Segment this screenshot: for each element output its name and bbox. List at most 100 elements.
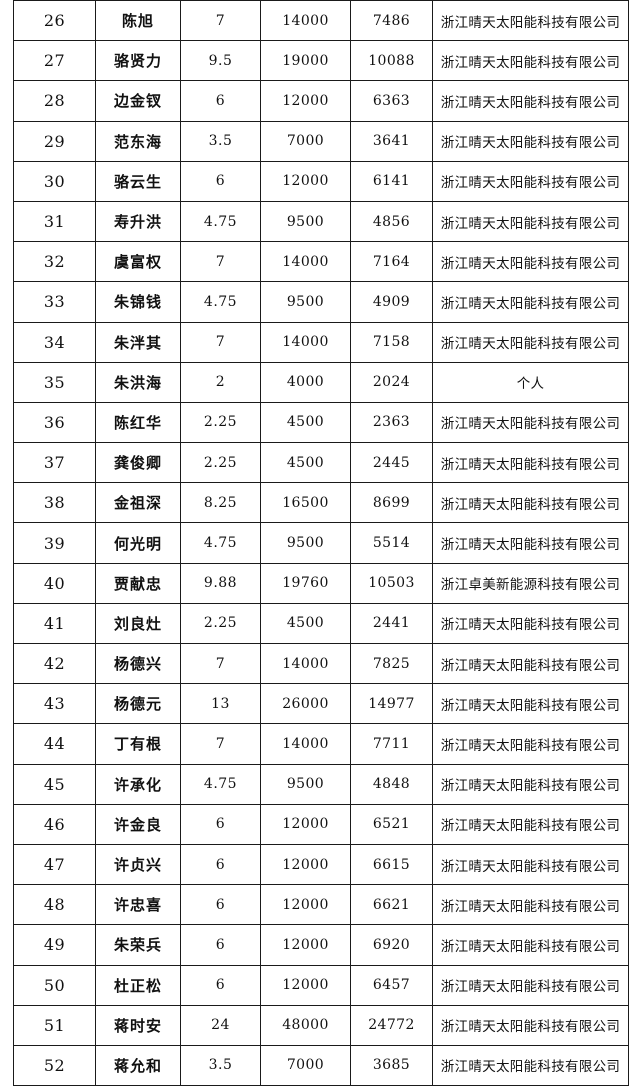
cell-amount-subsidy: 3641 (350, 120, 433, 162)
cell-amount-total: 19000 (260, 40, 351, 82)
cell-company-name: 浙江晴天太阳能科技有限公司 (432, 964, 629, 1006)
cell-amount-subsidy: 7158 (350, 321, 433, 363)
table-row: 29 范东海 3.5 7000 3641 浙江晴天太阳能科技有限公司 (13, 120, 629, 162)
cell-company-name: 浙江晴天太阳能科技有限公司 (432, 924, 629, 966)
cell-sequence-number: 35 (13, 361, 96, 403)
cell-quantity: 7 (180, 241, 261, 283)
cell-company-name: 浙江晴天太阳能科技有限公司 (432, 763, 629, 805)
cell-sequence-number: 31 (13, 200, 96, 243)
cell-quantity: 6 (180, 924, 261, 966)
cell-amount-total: 12000 (260, 924, 351, 966)
cell-person-name: 许贞兴 (95, 843, 181, 886)
cell-amount-subsidy: 7825 (350, 642, 433, 685)
cell-person-name: 许忠喜 (95, 884, 181, 926)
cell-amount-total: 14000 (260, 642, 351, 685)
cell-amount-subsidy: 6621 (350, 884, 433, 926)
cell-amount-subsidy: 8699 (350, 482, 433, 524)
cell-company-name: 浙江晴天太阳能科技有限公司 (432, 160, 629, 202)
cell-quantity: 3.5 (180, 120, 261, 162)
cell-amount-total: 4500 (260, 442, 351, 484)
cell-sequence-number: 38 (13, 482, 96, 524)
cell-amount-subsidy: 10503 (350, 562, 433, 604)
table-row: 37 龚俊卿 2.25 4500 2445 浙江晴天太阳能科技有限公司 (13, 442, 629, 484)
cell-sequence-number: 47 (13, 843, 96, 886)
cell-amount-subsidy: 2024 (350, 361, 433, 403)
cell-person-name: 蒋允和 (95, 1044, 181, 1086)
cell-sequence-number: 51 (13, 1004, 96, 1046)
table-row: 47 许贞兴 6 12000 6615 浙江晴天太阳能科技有限公司 (13, 843, 629, 886)
cell-sequence-number: 34 (13, 321, 96, 363)
cell-company-name: 浙江晴天太阳能科技有限公司 (432, 884, 629, 926)
table-row: 38 金祖深 8.25 16500 8699 浙江晴天太阳能科技有限公司 (13, 482, 629, 524)
table-row: 26 陈旭 7 14000 7486 浙江晴天太阳能科技有限公司 (13, 0, 629, 42)
table-row: 44 丁有根 7 14000 7711 浙江晴天太阳能科技有限公司 (13, 723, 629, 765)
cell-amount-total: 7000 (260, 1044, 351, 1086)
cell-quantity: 2.25 (180, 401, 261, 444)
cell-quantity: 4.75 (180, 763, 261, 805)
cell-sequence-number: 39 (13, 522, 96, 564)
cell-amount-total: 26000 (260, 683, 351, 725)
cell-amount-total: 14000 (260, 321, 351, 363)
cell-quantity: 6 (180, 80, 261, 122)
cell-quantity: 2 (180, 361, 261, 403)
cell-person-name: 范东海 (95, 120, 181, 162)
cell-amount-total: 19760 (260, 562, 351, 604)
cell-amount-subsidy: 4848 (350, 763, 433, 805)
cell-sequence-number: 32 (13, 241, 96, 283)
cell-amount-total: 9500 (260, 522, 351, 564)
table-row: 40 贾献忠 9.88 19760 10503 浙江卓美新能源科技有限公司 (13, 562, 629, 604)
table-row: 33 朱锦钱 4.75 9500 4909 浙江晴天太阳能科技有限公司 (13, 281, 629, 323)
table-row: 32 虞富权 7 14000 7164 浙江晴天太阳能科技有限公司 (13, 241, 629, 283)
cell-quantity: 8.25 (180, 482, 261, 524)
cell-sequence-number: 29 (13, 120, 96, 162)
cell-amount-subsidy: 6615 (350, 843, 433, 886)
cell-person-name: 朱泮其 (95, 321, 181, 363)
cell-person-name: 寿升洪 (95, 200, 181, 243)
cell-amount-total: 4000 (260, 361, 351, 403)
cell-person-name: 陈旭 (95, 0, 181, 42)
table-row: 50 杜正松 6 12000 6457 浙江晴天太阳能科技有限公司 (13, 964, 629, 1006)
cell-amount-subsidy: 24772 (350, 1004, 433, 1046)
table-row: 45 许承化 4.75 9500 4848 浙江晴天太阳能科技有限公司 (13, 763, 629, 805)
cell-sequence-number: 45 (13, 763, 96, 805)
table-row: 46 许金良 6 12000 6521 浙江晴天太阳能科技有限公司 (13, 803, 629, 845)
cell-quantity: 7 (180, 0, 261, 42)
cell-person-name: 杨德兴 (95, 642, 181, 685)
cell-quantity: 3.5 (180, 1044, 261, 1086)
cell-amount-total: 12000 (260, 843, 351, 886)
cell-company-name: 浙江晴天太阳能科技有限公司 (432, 120, 629, 162)
table-row: 34 朱泮其 7 14000 7158 浙江晴天太阳能科技有限公司 (13, 321, 629, 363)
cell-company-name: 浙江晴天太阳能科技有限公司 (432, 482, 629, 524)
cell-amount-subsidy: 7486 (350, 0, 433, 42)
table-row: 43 杨德元 13 26000 14977 浙江晴天太阳能科技有限公司 (13, 683, 629, 725)
cell-company-name: 浙江晴天太阳能科技有限公司 (432, 321, 629, 363)
cell-amount-total: 12000 (260, 160, 351, 202)
cell-company-name: 浙江晴天太阳能科技有限公司 (432, 803, 629, 845)
cell-sequence-number: 52 (13, 1044, 96, 1086)
cell-company-name: 浙江卓美新能源科技有限公司 (432, 562, 629, 604)
cell-company-name: 浙江晴天太阳能科技有限公司 (432, 401, 629, 444)
cell-sequence-number: 44 (13, 723, 96, 765)
table-row: 41 刘良灶 2.25 4500 2441 浙江晴天太阳能科技有限公司 (13, 602, 629, 645)
cell-company-name: 浙江晴天太阳能科技有限公司 (432, 241, 629, 283)
cell-amount-subsidy: 4856 (350, 200, 433, 243)
cell-sequence-number: 42 (13, 642, 96, 685)
cell-sequence-number: 30 (13, 160, 96, 202)
cell-amount-total: 9500 (260, 281, 351, 323)
cell-amount-total: 16500 (260, 482, 351, 524)
cell-quantity: 13 (180, 683, 261, 725)
cell-quantity: 4.75 (180, 522, 261, 564)
cell-person-name: 龚俊卿 (95, 442, 181, 484)
cell-sequence-number: 33 (13, 281, 96, 323)
table-row: 51 蒋时安 24 48000 24772 浙江晴天太阳能科技有限公司 (13, 1004, 629, 1046)
cell-person-name: 丁有根 (95, 723, 181, 765)
cell-sequence-number: 27 (13, 40, 96, 82)
cell-person-name: 虞富权 (95, 241, 181, 283)
cell-amount-subsidy: 14977 (350, 683, 433, 725)
cell-person-name: 杨德元 (95, 683, 181, 725)
cell-sequence-number: 43 (13, 683, 96, 725)
cell-amount-total: 7000 (260, 120, 351, 162)
table-container: 26 陈旭 7 14000 7486 浙江晴天太阳能科技有限公司 27 骆贤力 9.5 19000… (13, 0, 629, 1086)
cell-amount-total: 4500 (260, 401, 351, 444)
